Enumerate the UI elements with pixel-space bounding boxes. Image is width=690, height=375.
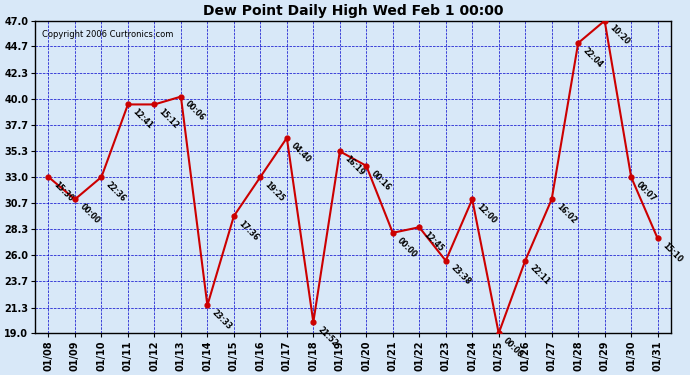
Text: 16:19: 16:19 xyxy=(342,154,366,177)
Point xyxy=(440,258,451,264)
Text: 00:00: 00:00 xyxy=(502,336,525,360)
Text: Copyright 2006 Curtronics.com: Copyright 2006 Curtronics.com xyxy=(41,30,173,39)
Text: 15:10: 15:10 xyxy=(660,241,684,264)
Text: 22:04: 22:04 xyxy=(581,46,604,69)
Text: 23:33: 23:33 xyxy=(210,308,234,332)
Text: 12:41: 12:41 xyxy=(130,107,154,130)
Point xyxy=(334,148,345,154)
Point xyxy=(202,302,213,308)
Point xyxy=(175,94,186,100)
Text: 22:11: 22:11 xyxy=(528,264,551,287)
Point xyxy=(96,174,107,180)
Point xyxy=(122,102,133,108)
Point xyxy=(414,224,425,230)
Point xyxy=(652,236,663,242)
Text: 00:16: 00:16 xyxy=(369,169,393,192)
Point xyxy=(70,196,81,202)
Point xyxy=(626,174,637,180)
Text: 16:02: 16:02 xyxy=(555,202,578,225)
Text: 12:45: 12:45 xyxy=(422,230,445,254)
Text: 22:36: 22:36 xyxy=(104,180,128,203)
Text: 12:00: 12:00 xyxy=(475,202,498,225)
Text: 10:20: 10:20 xyxy=(607,24,631,47)
Point xyxy=(520,258,531,264)
Text: 00:00: 00:00 xyxy=(78,202,101,225)
Point xyxy=(361,163,372,169)
Point xyxy=(228,213,239,219)
Point xyxy=(387,230,398,236)
Text: 17:36: 17:36 xyxy=(237,219,260,242)
Text: 00:06: 00:06 xyxy=(184,99,207,123)
Title: Dew Point Daily High Wed Feb 1 00:00: Dew Point Daily High Wed Feb 1 00:00 xyxy=(203,4,503,18)
Text: 15:12: 15:12 xyxy=(157,107,181,130)
Point xyxy=(149,102,160,108)
Point xyxy=(282,135,293,141)
Text: 00:00: 00:00 xyxy=(395,236,419,259)
Point xyxy=(573,40,584,46)
Text: 23:38: 23:38 xyxy=(448,264,472,287)
Point xyxy=(466,196,477,202)
Text: 19:25: 19:25 xyxy=(263,180,286,203)
Point xyxy=(493,330,504,336)
Text: 21:52: 21:52 xyxy=(316,325,339,348)
Point xyxy=(43,174,54,180)
Text: 00:07: 00:07 xyxy=(634,180,658,203)
Text: 15:30: 15:30 xyxy=(51,180,75,203)
Point xyxy=(546,196,558,202)
Point xyxy=(255,174,266,180)
Text: 04:40: 04:40 xyxy=(290,141,313,164)
Point xyxy=(308,319,319,325)
Point xyxy=(599,18,610,24)
